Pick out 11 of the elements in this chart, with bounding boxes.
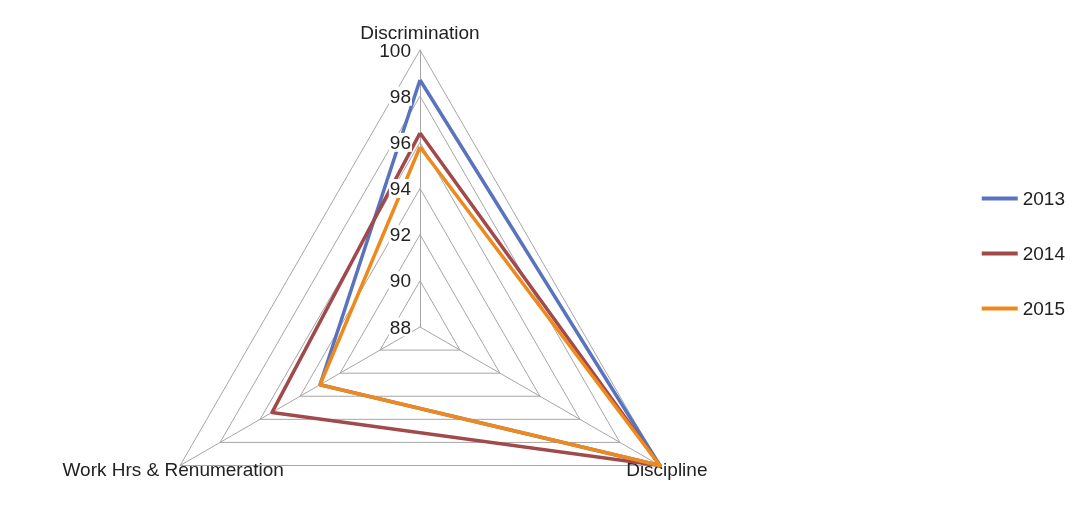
y-tick-label: 94: [389, 178, 412, 199]
legend-label: 2015: [1022, 298, 1066, 319]
y-tick-label: 96: [389, 131, 411, 153]
y-tick-label: 90: [389, 270, 411, 292]
y-tick-label: 98: [389, 85, 411, 107]
spoke-label: Work Hrs & Renumeration: [62, 459, 284, 480]
spoke-label: Discipline: [626, 459, 708, 480]
legend-label: 2014: [1022, 243, 1066, 264]
y-tick-label: 88: [389, 316, 411, 338]
legend-label: 2013: [1022, 188, 1066, 209]
y-tick-label: 92: [389, 224, 411, 246]
